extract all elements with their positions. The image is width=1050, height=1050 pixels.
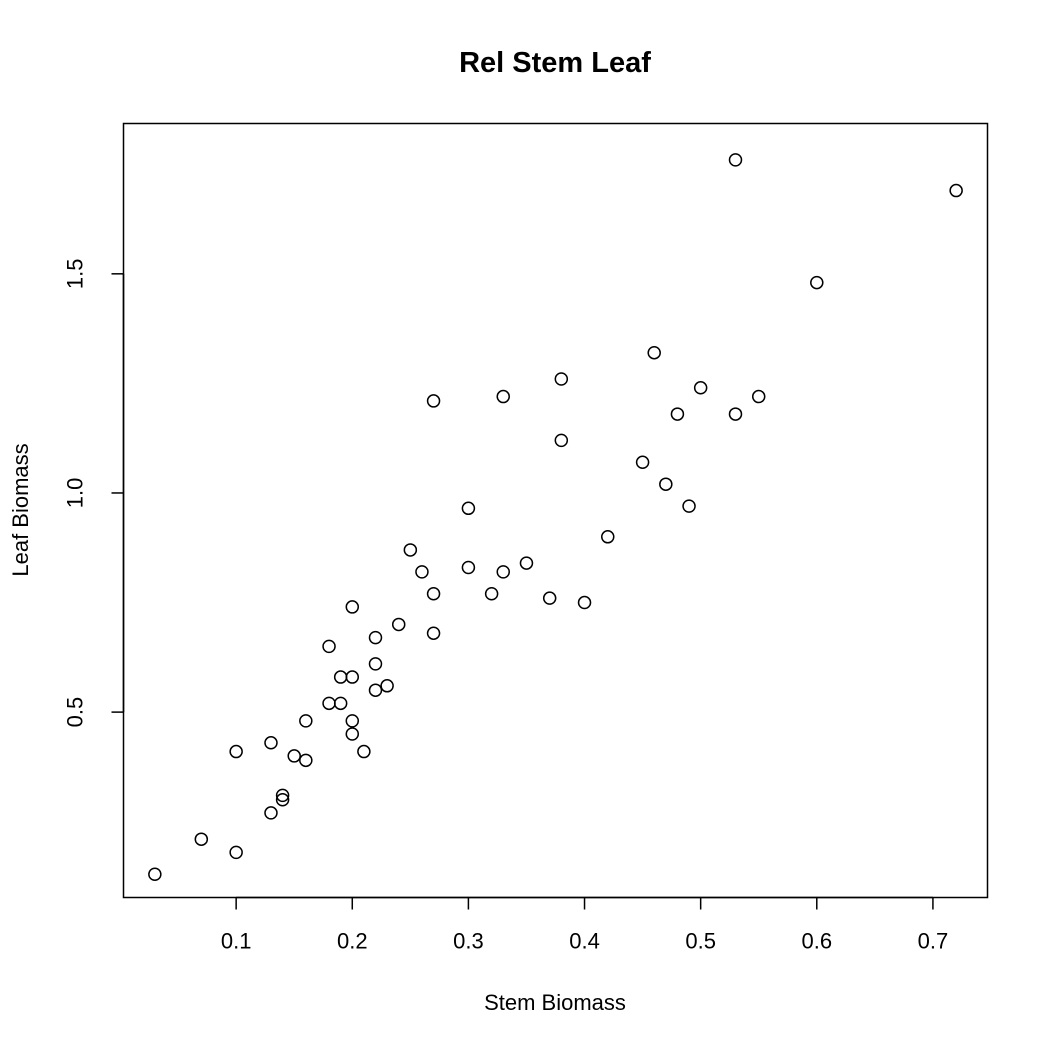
data-point xyxy=(461,560,476,575)
data-point xyxy=(229,744,243,759)
data-point xyxy=(635,455,650,470)
data-point xyxy=(426,587,441,601)
data-point xyxy=(194,832,209,846)
data-point xyxy=(345,714,360,728)
data-point xyxy=(415,565,429,579)
data-point xyxy=(496,565,510,579)
data-point xyxy=(345,600,360,614)
data-point xyxy=(229,845,243,860)
y-tick-label: 1.5 xyxy=(63,259,88,290)
data-point xyxy=(542,591,557,605)
data-points xyxy=(148,153,963,882)
x-axis: 0.1 0.2 0.3 0.4 0.5 0.6 0.7 xyxy=(221,896,949,954)
data-point xyxy=(693,381,708,395)
data-point xyxy=(264,806,278,820)
y-tick-label: 0.5 xyxy=(63,697,88,728)
data-point xyxy=(357,744,371,759)
data-point xyxy=(554,433,569,448)
data-point xyxy=(751,389,766,404)
data-point xyxy=(496,389,510,404)
data-point xyxy=(659,477,673,491)
data-point xyxy=(403,543,418,557)
data-point xyxy=(577,595,592,610)
data-point xyxy=(426,626,441,640)
data-point xyxy=(728,153,743,167)
data-point xyxy=(426,394,441,408)
data-point xyxy=(728,407,743,421)
data-point xyxy=(601,530,615,544)
data-point xyxy=(391,617,406,632)
data-point xyxy=(554,372,569,386)
data-point xyxy=(275,793,290,807)
x-tick-label: 0.2 xyxy=(337,929,368,954)
x-tick-label: 0.5 xyxy=(685,929,716,954)
y-axis: 0.5 1.0 1.5 xyxy=(63,259,125,728)
data-point xyxy=(380,679,394,693)
data-point xyxy=(368,657,383,671)
data-point xyxy=(345,727,360,741)
data-point xyxy=(333,696,348,711)
x-tick-label: 0.4 xyxy=(569,929,600,954)
data-point xyxy=(275,788,290,803)
data-point xyxy=(484,587,499,601)
data-point xyxy=(368,683,383,697)
x-tick-label: 0.6 xyxy=(801,929,832,954)
x-tick-label: 0.7 xyxy=(918,929,949,954)
data-point xyxy=(647,345,661,360)
chart-title: Rel Stem Leaf xyxy=(459,47,651,79)
x-tick-label: 0.1 xyxy=(221,929,252,954)
data-point xyxy=(345,670,360,684)
data-point xyxy=(299,714,313,728)
x-tick-label: 0.3 xyxy=(453,929,484,954)
data-point xyxy=(682,499,696,513)
data-point xyxy=(461,501,476,516)
data-point xyxy=(519,556,534,570)
data-point xyxy=(264,736,278,750)
data-point xyxy=(322,639,336,654)
data-point xyxy=(949,183,963,198)
y-tick-label: 1.0 xyxy=(63,478,88,509)
data-point xyxy=(810,275,824,290)
y-axis-label: Leaf Biomass xyxy=(8,443,33,576)
data-point xyxy=(670,407,685,421)
data-point xyxy=(148,867,162,882)
data-point xyxy=(368,630,383,645)
data-point xyxy=(287,749,301,763)
data-point xyxy=(299,753,313,768)
x-axis-label: Stem Biomass xyxy=(484,990,626,1015)
